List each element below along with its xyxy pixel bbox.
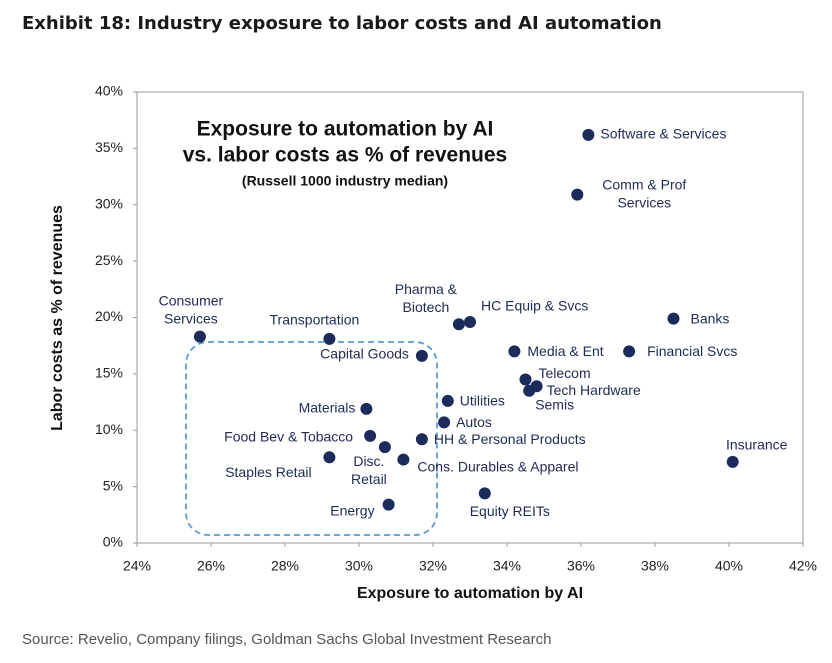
- data-point: [397, 453, 410, 466]
- point-label: HH & Personal Products: [434, 431, 586, 447]
- point-label: Consumer: [159, 292, 224, 308]
- point-label: Retail: [351, 471, 387, 487]
- x-tick-label: 24%: [123, 558, 151, 574]
- y-axis-title: Labor costs as % of revenues: [49, 205, 66, 431]
- x-axis-title: Exposure to automation by AI: [357, 585, 583, 602]
- point-label: Telecom: [539, 365, 591, 381]
- x-tick-label: 28%: [271, 558, 299, 574]
- point-label: Tech Hardware: [547, 382, 641, 398]
- data-point: [378, 441, 391, 454]
- y-tick-label: 10%: [95, 421, 123, 437]
- point-label: Insurance: [726, 437, 788, 453]
- data-point: [726, 455, 739, 468]
- y-tick-label: 20%: [95, 308, 123, 324]
- x-tick-label: 26%: [197, 558, 225, 574]
- y-tick-label: 5%: [103, 477, 123, 493]
- highlight-box: [185, 341, 438, 536]
- point-label: Financial Svcs: [647, 343, 737, 359]
- y-tick-label: 40%: [95, 83, 123, 99]
- data-point: [571, 188, 584, 201]
- data-point: [364, 429, 377, 442]
- point-label: Transportation: [270, 312, 360, 328]
- point-label: Media & Ent: [527, 343, 603, 359]
- data-point: [415, 349, 428, 362]
- point-label: Disc.: [353, 453, 384, 469]
- point-label: Services: [617, 194, 671, 210]
- point-label: Staples Retail: [225, 464, 311, 480]
- point-label: Software & Services: [600, 126, 726, 142]
- data-point: [623, 345, 636, 358]
- x-tick-label: 30%: [345, 558, 373, 574]
- point-label: Energy: [330, 502, 374, 518]
- y-tick-label: 0%: [103, 534, 123, 550]
- data-point: [193, 330, 206, 343]
- data-point: [441, 394, 454, 407]
- point-label: Autos: [456, 414, 492, 430]
- inner-subtitle: (Russell 1000 industry median): [242, 173, 448, 189]
- data-point: [478, 487, 491, 500]
- x-tick-label: 38%: [641, 558, 669, 574]
- point-label: Capital Goods: [320, 346, 409, 362]
- data-point: [452, 318, 465, 331]
- data-point: [382, 498, 395, 511]
- x-tick-label: 42%: [789, 558, 817, 574]
- data-point: [360, 402, 373, 415]
- point-label: Banks: [691, 310, 730, 326]
- inner-title: Exposure to automation by AI: [197, 118, 494, 141]
- source-note: Source: Revelio, Company filings, Goldma…: [22, 631, 551, 648]
- data-point: [438, 416, 451, 429]
- data-point: [323, 332, 336, 345]
- data-point: [415, 433, 428, 446]
- y-tick-label: 30%: [95, 195, 123, 211]
- x-tick-label: 40%: [715, 558, 743, 574]
- point-label: Cons. Durables & Apparel: [417, 458, 578, 474]
- point-label: HC Equip & Svcs: [481, 298, 588, 314]
- y-tick-label: 35%: [95, 139, 123, 155]
- x-tick-label: 34%: [493, 558, 521, 574]
- y-tick-label: 15%: [95, 365, 123, 381]
- x-tick-label: 36%: [567, 558, 595, 574]
- point-label: Semis: [535, 396, 574, 412]
- inner-title: vs. labor costs as % of revenues: [183, 144, 507, 167]
- point-label: Equity REITs: [470, 503, 550, 519]
- y-tick-label: 25%: [95, 252, 123, 268]
- point-label: Utilities: [460, 393, 505, 409]
- x-tick-label: 32%: [419, 558, 447, 574]
- point-label: Services: [164, 310, 218, 326]
- point-label: Biotech: [403, 299, 450, 315]
- point-label: Pharma &: [395, 281, 458, 297]
- data-point: [323, 451, 336, 464]
- data-point: [508, 345, 521, 358]
- point-label: Comm & Prof: [602, 176, 686, 192]
- point-label: Materials: [299, 400, 356, 416]
- data-point: [667, 312, 680, 325]
- point-label: Food Bev & Tobacco: [224, 429, 353, 445]
- data-point: [582, 128, 595, 141]
- data-point: [464, 316, 476, 329]
- data-point: [523, 384, 536, 397]
- data-point: [519, 373, 532, 386]
- chart-title: Exhibit 18: Industry exposure to labor c…: [22, 13, 662, 34]
